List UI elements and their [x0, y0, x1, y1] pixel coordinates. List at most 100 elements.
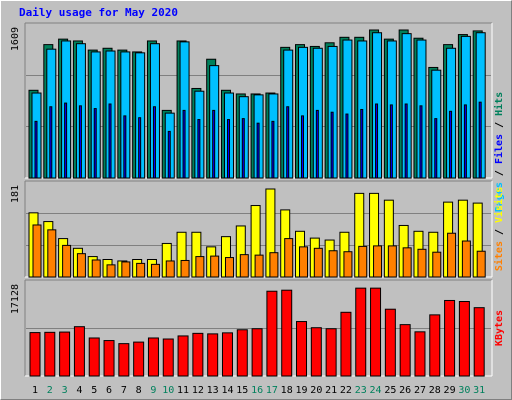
files-bar: [123, 115, 127, 179]
kbytes-bar: [355, 287, 367, 377]
legend-separator: /: [494, 164, 505, 182]
kbytes-bar: [281, 289, 293, 377]
sites-bar: [402, 247, 412, 278]
kbytes-bar: [29, 332, 41, 377]
legend-entry-pages: Pages: [494, 182, 505, 212]
files-bar: [389, 104, 393, 179]
day-label: 11: [177, 385, 189, 396]
sites-bar: [358, 245, 368, 278]
sites-bar: [387, 245, 397, 278]
day-label: 27: [414, 385, 426, 396]
files-bar: [212, 109, 216, 179]
files-bar: [49, 106, 53, 179]
day-label: 6: [106, 385, 112, 396]
files-bar: [315, 109, 319, 179]
sites-bar: [432, 251, 442, 278]
kbytes-bar: [133, 341, 145, 377]
sites-bar: [343, 251, 353, 278]
kbytes-bar: [414, 331, 426, 377]
legend-entry-hits: Hits: [493, 92, 505, 116]
day-label: 19: [295, 385, 307, 396]
day-label: 26: [399, 385, 411, 396]
sites-bar: [32, 224, 42, 278]
legend: Pages / Files / Hits: [493, 92, 505, 212]
day-label: 22: [340, 385, 352, 396]
sites-bar: [210, 255, 220, 278]
kbytes-bar: [44, 331, 56, 377]
kbytes-bar: [325, 328, 337, 377]
kbytes-bar: [251, 328, 263, 377]
sites-bar: [195, 256, 205, 278]
files-bar: [78, 105, 82, 179]
kbytes-bar: [207, 333, 219, 377]
kbytes-bar: [236, 329, 248, 377]
day-label: 18: [281, 385, 293, 396]
sites-bar: [476, 250, 486, 278]
kbytes-bar: [340, 311, 352, 377]
files-bar: [226, 119, 230, 179]
day-label: 23: [355, 385, 367, 396]
sites-bar: [284, 238, 294, 278]
day-label: 21: [325, 385, 337, 396]
kbytes-bar: [266, 290, 278, 377]
sites-bar: [461, 240, 471, 278]
files-bar: [271, 120, 275, 179]
files-bar: [449, 110, 453, 179]
kbytes-bar: [370, 287, 382, 377]
visits-ymax-label: 181: [10, 185, 21, 203]
sites-bar: [447, 232, 457, 278]
kbytes-ymax-label: 17128: [10, 284, 21, 314]
kbytes-bar: [162, 338, 174, 377]
sites-bar: [224, 257, 234, 278]
kbytes-bar: [473, 307, 485, 377]
kbytes-bar: [73, 326, 85, 377]
sites-bar: [165, 260, 175, 278]
files-bar: [182, 109, 186, 179]
sites-bar: [373, 245, 383, 278]
files-bar: [375, 103, 379, 179]
legend-entry-visits: Visits: [493, 187, 505, 223]
sites-bar: [239, 254, 249, 278]
kbytes-bar: [384, 308, 396, 377]
day-label: 3: [62, 385, 68, 396]
day-label: 25: [384, 385, 396, 396]
kbytes-bar: [192, 332, 204, 377]
legend-entry-kbytes: KBytes: [494, 310, 505, 346]
files-bar: [478, 101, 482, 179]
kbytes-bar: [444, 299, 456, 377]
sites-bar: [269, 252, 279, 278]
day-label: 30: [458, 385, 470, 396]
files-bar: [434, 118, 438, 179]
kbytes-bar: [310, 327, 322, 377]
files-bar: [167, 130, 171, 179]
day-label: 4: [76, 385, 82, 396]
day-label: 29: [444, 385, 456, 396]
day-label: 17: [266, 385, 278, 396]
files-bar: [301, 115, 305, 179]
files-bar: [197, 119, 201, 179]
sites-bar: [180, 259, 190, 278]
sites-bar: [136, 262, 146, 278]
files-bar: [286, 106, 290, 179]
sites-bar: [62, 244, 72, 278]
kbytes-bar: [458, 301, 470, 377]
sites-bar: [328, 250, 338, 278]
files-bar: [345, 113, 349, 179]
kbytes-bar: [429, 314, 441, 377]
day-label: 9: [150, 385, 156, 396]
kbytes-bar: [103, 340, 115, 377]
chart-title: Daily usage for May 2020: [19, 6, 178, 19]
legend: Sites / Visits: [493, 187, 505, 271]
files-bar: [34, 120, 38, 179]
legend-separator: /: [494, 116, 505, 134]
day-label: 8: [136, 385, 142, 396]
day-label: 28: [429, 385, 441, 396]
day-label: 2: [47, 385, 53, 396]
kbytes-bar: [177, 335, 189, 377]
files-bar: [93, 108, 97, 179]
kbytes-bar: [399, 324, 411, 377]
day-label: 5: [91, 385, 97, 396]
files-bar: [419, 105, 423, 179]
files-bar: [241, 118, 245, 179]
